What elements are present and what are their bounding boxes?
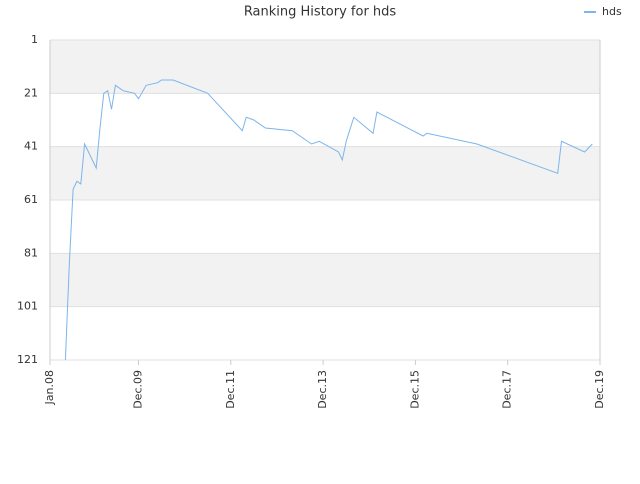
x-tick-label: Dec.11 xyxy=(224,370,237,409)
series-line xyxy=(64,79,593,361)
x-tick-label: Dec.09 xyxy=(131,370,144,409)
grid-band xyxy=(50,253,600,307)
grid-band xyxy=(50,146,600,200)
x-tick-label: Dec.19 xyxy=(593,370,606,409)
y-tick-label: 21 xyxy=(24,86,38,99)
x-tick-label: Jan.08 xyxy=(43,370,56,405)
y-tick-label: 101 xyxy=(17,300,38,313)
x-tick-label: Dec.15 xyxy=(408,370,421,409)
y-tick-label: 1 xyxy=(31,33,38,46)
grid-band xyxy=(50,40,600,94)
y-tick-label: 121 xyxy=(17,353,38,366)
legend-label: hds xyxy=(602,5,622,18)
x-tick-label: Dec.13 xyxy=(316,370,329,409)
y-tick-label: 41 xyxy=(24,140,38,153)
y-tick-label: 61 xyxy=(24,193,38,206)
chart-title: Ranking History for hds xyxy=(244,5,397,20)
y-tick-label: 81 xyxy=(24,246,38,259)
x-tick-label: Dec.17 xyxy=(501,370,514,409)
